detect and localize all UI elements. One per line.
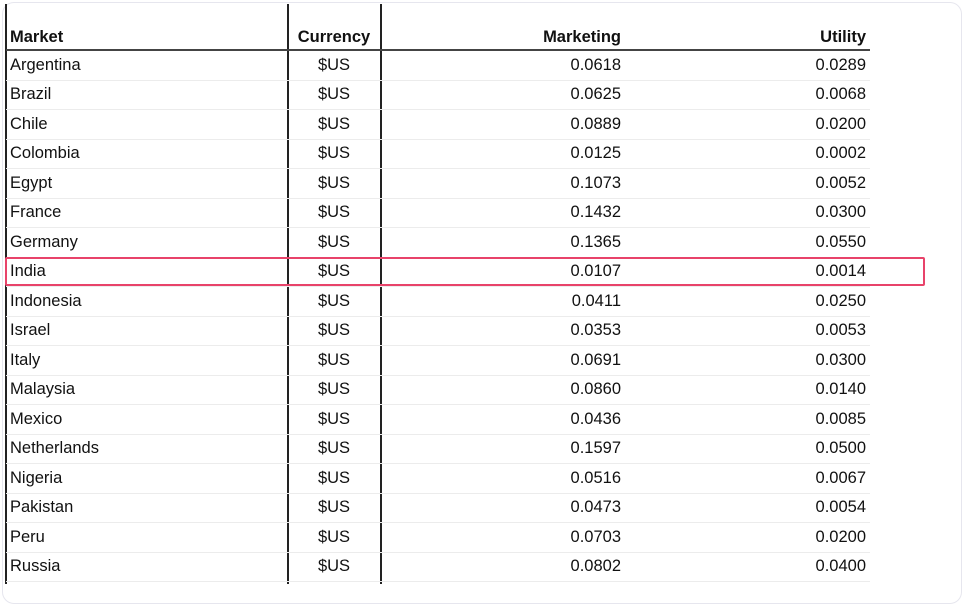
cell-market[interactable]: Mexico <box>6 404 287 435</box>
cell-currency[interactable]: $US <box>287 139 381 169</box>
cell-marketing[interactable]: 0.1432 <box>381 198 625 228</box>
cell-market[interactable]: Pakistan <box>6 493 287 523</box>
cell-marketing[interactable]: 0.0353 <box>381 316 625 346</box>
pricing-table: Market Currency Marketing Utility Argent… <box>6 19 870 582</box>
cell-marketing[interactable]: 0.0802 <box>381 552 625 582</box>
cell-market[interactable]: Russia <box>6 552 287 582</box>
table-row: France $US 0.1432 0.0300 <box>6 198 870 228</box>
table-row: Nigeria $US 0.0516 0.0067 <box>6 463 870 494</box>
header-currency[interactable]: Currency <box>287 19 381 51</box>
cell-marketing[interactable]: 0.0703 <box>381 522 625 553</box>
cell-marketing[interactable]: 0.0860 <box>381 375 625 405</box>
cell-utility[interactable]: 0.0140 <box>625 375 870 405</box>
cell-utility[interactable]: 0.0014 <box>625 257 870 287</box>
cell-utility[interactable]: 0.0002 <box>625 139 870 169</box>
cell-currency[interactable]: $US <box>287 493 381 523</box>
cell-market[interactable]: India <box>6 257 287 287</box>
cell-marketing[interactable]: 0.0625 <box>381 80 625 110</box>
cell-utility[interactable]: 0.0300 <box>625 345 870 376</box>
cell-utility[interactable]: 0.0200 <box>625 109 870 140</box>
cell-currency[interactable]: $US <box>287 227 381 258</box>
header-marketing[interactable]: Marketing <box>381 19 625 51</box>
cell-utility[interactable]: 0.0085 <box>625 404 870 435</box>
table-row: Israel $US 0.0353 0.0053 <box>6 316 870 346</box>
table-row: Russia $US 0.0802 0.0400 <box>6 552 870 582</box>
cell-utility[interactable]: 0.0550 <box>625 227 870 258</box>
header-utility[interactable]: Utility <box>625 19 870 51</box>
table-row: Indonesia $US 0.0411 0.0250 <box>6 286 870 317</box>
header-row: Market Currency Marketing Utility <box>6 19 870 51</box>
cell-currency[interactable]: $US <box>287 316 381 346</box>
table-row: Egypt $US 0.1073 0.0052 <box>6 168 870 199</box>
cell-utility[interactable]: 0.0500 <box>625 434 870 464</box>
cell-utility[interactable]: 0.0200 <box>625 522 870 553</box>
cell-market[interactable]: Netherlands <box>6 434 287 464</box>
cell-market[interactable]: Brazil <box>6 80 287 110</box>
cell-market[interactable]: Argentina <box>6 50 287 81</box>
cell-utility[interactable]: 0.0067 <box>625 463 870 494</box>
cell-utility[interactable]: 0.0250 <box>625 286 870 317</box>
table-row: Mexico $US 0.0436 0.0085 <box>6 404 870 435</box>
cell-marketing[interactable]: 0.1073 <box>381 168 625 199</box>
cell-market[interactable]: Israel <box>6 316 287 346</box>
cell-utility[interactable]: 0.0052 <box>625 168 870 199</box>
cell-marketing[interactable]: 0.0473 <box>381 493 625 523</box>
cell-market[interactable]: France <box>6 198 287 228</box>
cell-currency[interactable]: $US <box>287 522 381 553</box>
cell-marketing[interactable]: 0.0411 <box>381 286 625 317</box>
header-market[interactable]: Market <box>6 19 287 51</box>
cell-marketing[interactable]: 0.0618 <box>381 50 625 81</box>
cell-marketing[interactable]: 0.0516 <box>381 463 625 494</box>
cell-marketing[interactable]: 0.0889 <box>381 109 625 140</box>
table-row: Colombia $US 0.0125 0.0002 <box>6 139 870 169</box>
cell-currency[interactable]: $US <box>287 80 381 110</box>
cell-market[interactable]: Egypt <box>6 168 287 199</box>
table-row: Pakistan $US 0.0473 0.0054 <box>6 493 870 523</box>
cell-market[interactable]: Peru <box>6 522 287 553</box>
cell-marketing[interactable]: 0.1365 <box>381 227 625 258</box>
cell-currency[interactable]: $US <box>287 375 381 405</box>
cell-marketing[interactable]: 0.0125 <box>381 139 625 169</box>
table-row: Brazil $US 0.0625 0.0068 <box>6 80 870 110</box>
cell-currency[interactable]: $US <box>287 463 381 494</box>
cell-utility[interactable]: 0.0300 <box>625 198 870 228</box>
cell-currency[interactable]: $US <box>287 257 381 287</box>
cell-marketing[interactable]: 0.0691 <box>381 345 625 376</box>
cell-market[interactable]: Chile <box>6 109 287 140</box>
cell-marketing[interactable]: 0.1597 <box>381 434 625 464</box>
cell-market[interactable]: Germany <box>6 227 287 258</box>
table-row: Argentina $US 0.0618 0.0289 <box>6 50 870 81</box>
cell-currency[interactable]: $US <box>287 434 381 464</box>
table-row: India $US 0.0107 0.0014 <box>6 257 870 287</box>
cell-utility[interactable]: 0.0400 <box>625 552 870 582</box>
cell-market[interactable]: Indonesia <box>6 286 287 317</box>
table-row: Netherlands $US 0.1597 0.0500 <box>6 434 870 464</box>
cell-currency[interactable]: $US <box>287 552 381 582</box>
table-row: Italy $US 0.0691 0.0300 <box>6 345 870 376</box>
cell-utility[interactable]: 0.0054 <box>625 493 870 523</box>
cell-currency[interactable]: $US <box>287 50 381 81</box>
cell-currency[interactable]: $US <box>287 404 381 435</box>
cell-currency[interactable]: $US <box>287 286 381 317</box>
table-row: Germany $US 0.1365 0.0550 <box>6 227 870 258</box>
table-row: Malaysia $US 0.0860 0.0140 <box>6 375 870 405</box>
cell-utility[interactable]: 0.0068 <box>625 80 870 110</box>
cell-currency[interactable]: $US <box>287 168 381 199</box>
cell-market[interactable]: Nigeria <box>6 463 287 494</box>
cell-currency[interactable]: $US <box>287 109 381 140</box>
cell-marketing[interactable]: 0.0436 <box>381 404 625 435</box>
cell-currency[interactable]: $US <box>287 198 381 228</box>
cell-market[interactable]: Colombia <box>6 139 287 169</box>
table-row: Chile $US 0.0889 0.0200 <box>6 109 870 140</box>
cell-market[interactable]: Italy <box>6 345 287 376</box>
table-row: Peru $US 0.0703 0.0200 <box>6 522 870 553</box>
cell-marketing[interactable]: 0.0107 <box>381 257 625 287</box>
cell-utility[interactable]: 0.0053 <box>625 316 870 346</box>
cell-currency[interactable]: $US <box>287 345 381 376</box>
cell-market[interactable]: Malaysia <box>6 375 287 405</box>
cell-utility[interactable]: 0.0289 <box>625 50 870 81</box>
